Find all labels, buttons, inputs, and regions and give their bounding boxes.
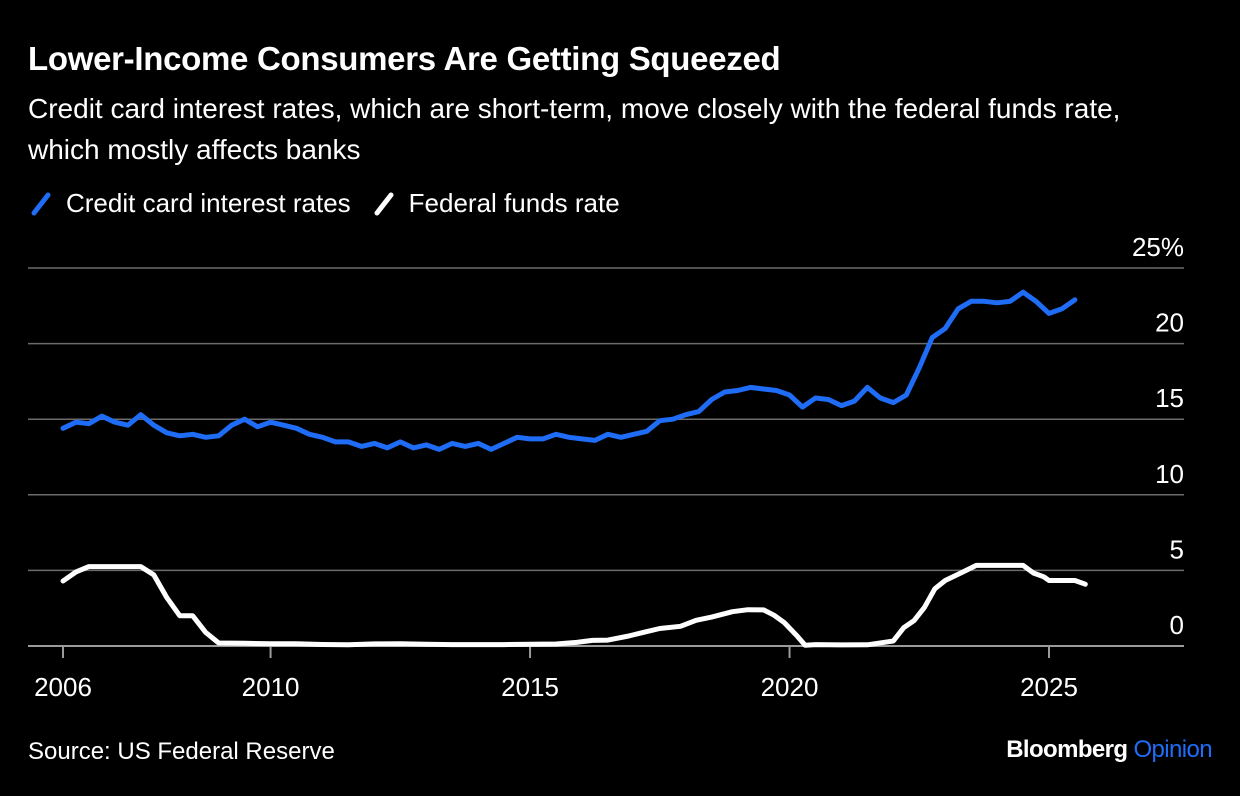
- brand-name: Bloomberg: [1006, 736, 1128, 763]
- series-line-fed-funds: [60, 562, 1088, 648]
- x-tick-label: 2006: [34, 672, 92, 702]
- y-tick-label: 25%: [1132, 232, 1184, 262]
- y-tick-label: 20: [1155, 308, 1184, 338]
- series-lines: [60, 289, 1088, 648]
- y-tick-label: 10: [1155, 459, 1184, 489]
- x-axis-ticks: 2006 2010 2015 2020 2025: [34, 646, 1078, 702]
- legend-label-fed-funds: Federal funds rate: [408, 188, 620, 218]
- x-tick-label: 2025: [1020, 672, 1078, 702]
- x-tick-label: 2015: [501, 672, 559, 702]
- brand-section: Opinion: [1133, 736, 1212, 763]
- legend-item-fed-funds: Federal funds rate: [371, 188, 620, 219]
- gridlines: [28, 267, 1184, 647]
- series-line-credit-card: [60, 289, 1078, 452]
- legend-swatch-fed-funds: [374, 192, 394, 215]
- brand-logo: Bloomberg Opinion: [1006, 736, 1212, 764]
- x-tick-label: 2010: [242, 672, 300, 702]
- source-note: Source: US Federal Reserve: [28, 738, 335, 765]
- y-axis-ticks: 0 5 10 15 20 25%: [1132, 232, 1184, 640]
- legend-label-credit-card: Credit card interest rates: [66, 188, 351, 218]
- x-tick-label: 2020: [761, 672, 819, 702]
- y-tick-label: 0: [1170, 610, 1184, 640]
- chart-subtitle: Credit card interest rates, which are sh…: [28, 93, 1121, 165]
- chart-title: Lower-Income Consumers Are Getting Squee…: [28, 40, 781, 77]
- y-tick-label: 15: [1155, 383, 1184, 413]
- legend: Credit card interest rates Federal funds…: [28, 188, 640, 219]
- legend-item-credit-card: Credit card interest rates: [28, 188, 351, 219]
- legend-swatch-credit-card: [31, 192, 51, 215]
- y-tick-label: 5: [1170, 534, 1184, 564]
